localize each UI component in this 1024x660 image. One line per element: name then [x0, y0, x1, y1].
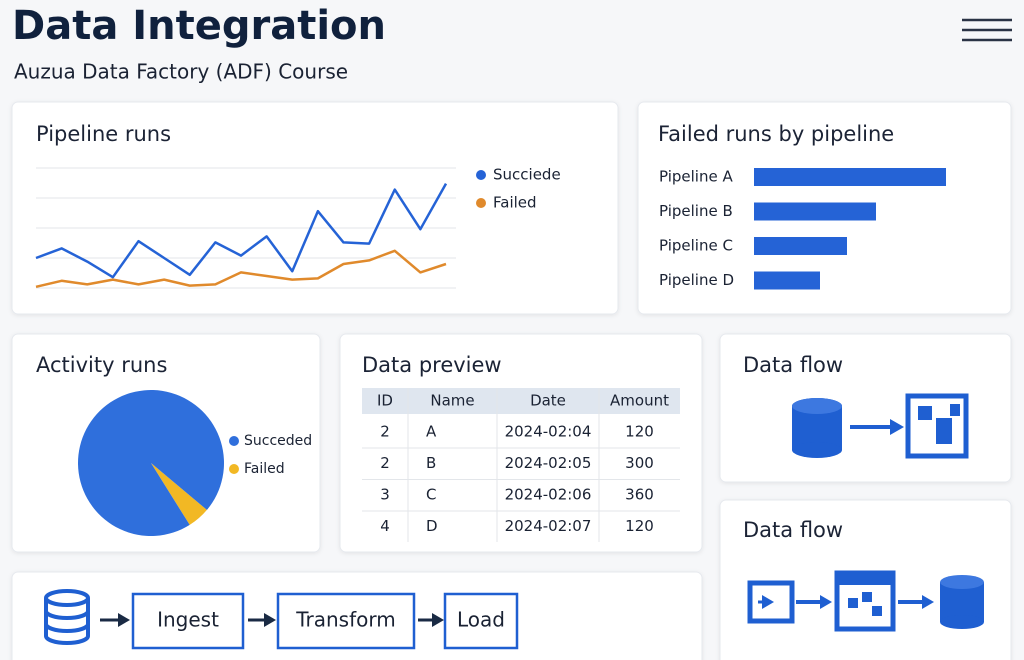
table-cell: D: [426, 517, 438, 535]
bar: [754, 271, 820, 290]
table-cell: A: [426, 423, 437, 441]
card-title: Data preview: [362, 353, 502, 377]
menu-button[interactable]: [958, 14, 1016, 48]
card-title: Data flow: [743, 518, 843, 542]
legend-swatch: [229, 436, 239, 446]
card-title: Activity runs: [36, 353, 167, 377]
category-label: Pipeline B: [659, 202, 733, 220]
pie-slice: [77, 390, 224, 537]
line-series: [35, 249, 447, 289]
table-cell: 360: [625, 486, 654, 504]
table-cell: 4: [380, 517, 390, 535]
data-flow-diagram: [747, 570, 984, 632]
bar: [754, 168, 946, 186]
table-cell: 2024-02:05: [505, 454, 592, 472]
legend-swatch: [476, 198, 486, 208]
pipeline-step: Transform: [295, 608, 395, 632]
page-title: Data Integration: [12, 3, 386, 49]
line-series: [35, 182, 448, 279]
legend-label: Succiede: [493, 166, 561, 184]
table-header: ID: [377, 392, 393, 410]
legend-label: Failed: [493, 194, 537, 212]
page-subtitle: Auzua Data Factory (ADF) Course: [14, 60, 348, 84]
table-cell: 300: [625, 454, 654, 472]
pipeline-diagram: [44, 589, 519, 650]
table-cell: 120: [625, 517, 654, 535]
pipeline-runs-card: [11, 101, 619, 315]
table-cell: 2024-02:07: [505, 517, 592, 535]
table-cell: C: [426, 486, 436, 504]
table-cell: 2: [380, 423, 390, 441]
category-label: Pipeline D: [659, 271, 734, 289]
table-header: Name: [430, 392, 474, 410]
pipeline-arrowheads: [118, 613, 444, 627]
table-header: Date: [530, 392, 566, 410]
pipeline-step: Ingest: [157, 608, 219, 632]
table-cell: 3: [380, 486, 390, 504]
table-cell: 2024-02:06: [505, 486, 592, 504]
pie-slice: [151, 463, 207, 525]
card-title: Data flow: [743, 353, 843, 377]
category-label: Pipeline A: [659, 168, 733, 186]
data-flow-diagram: [792, 393, 969, 459]
card-title: Failed runs by pipeline: [658, 122, 894, 146]
table-header: Amount: [610, 392, 669, 410]
bar: [754, 202, 876, 221]
table-cell: 2024-02:04: [505, 423, 592, 441]
legend-label: Failed: [244, 461, 285, 477]
pipeline-step: Load: [457, 608, 505, 632]
legend-swatch: [229, 464, 239, 474]
card-title: Pipeline runs: [36, 122, 171, 146]
legend-swatch: [476, 170, 486, 180]
table-cell: 120: [625, 423, 654, 441]
table-header-bg: [362, 388, 680, 414]
table-cell: B: [426, 454, 436, 472]
table-cell: 2: [380, 454, 390, 472]
legend-label: Succeded: [244, 433, 312, 449]
category-label: Pipeline C: [659, 237, 733, 255]
bar: [754, 237, 847, 255]
